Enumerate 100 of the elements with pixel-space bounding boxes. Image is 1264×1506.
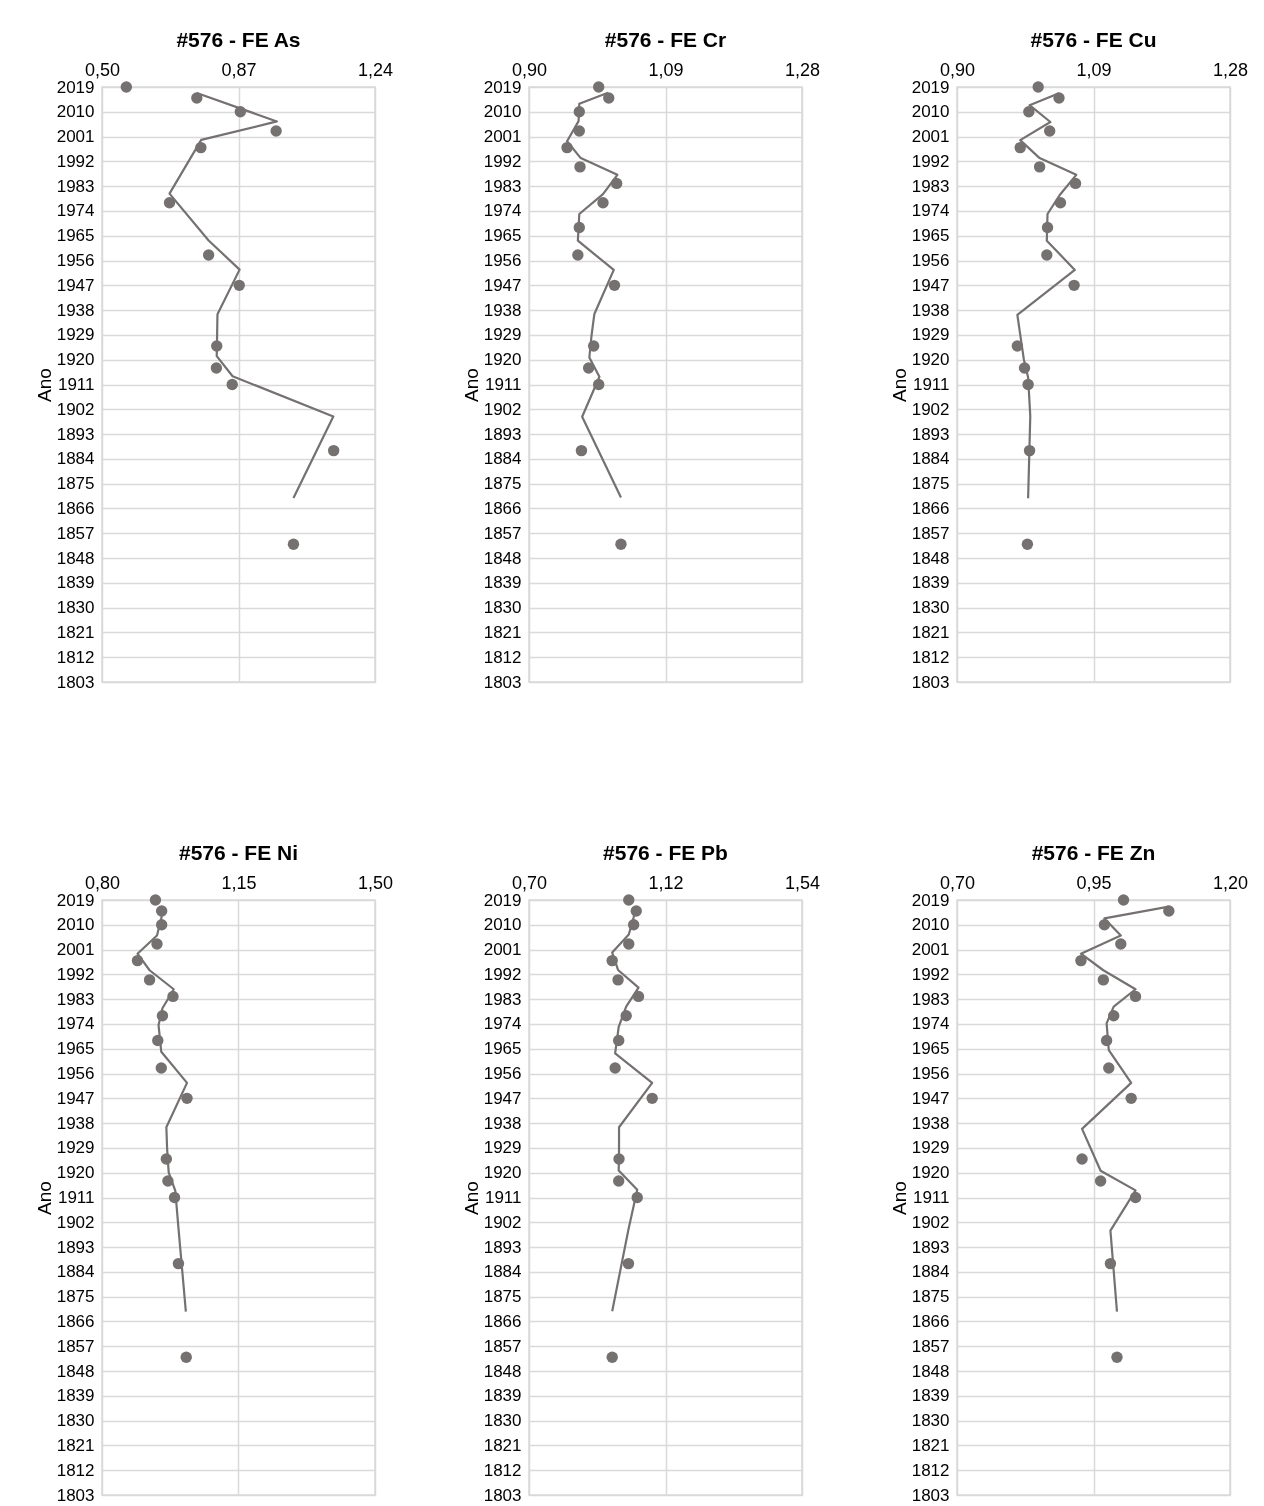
x-tick-label: 0,90 — [511, 59, 548, 80]
y-axis-title: Ano — [460, 368, 482, 402]
point — [615, 538, 627, 550]
y-tick-label: 1857 — [483, 523, 522, 543]
y-tick-label: 1821 — [56, 622, 95, 642]
x-tick-label: 1,50 — [357, 872, 394, 893]
point — [609, 1062, 621, 1074]
line-series — [1016, 92, 1078, 500]
point — [1115, 938, 1127, 950]
y-tick-label: 1848 — [911, 548, 950, 568]
point — [149, 894, 162, 906]
y-tick-label: 1956 — [483, 251, 522, 271]
y-tick-label: 2010 — [56, 915, 95, 935]
y-tick-label: 1866 — [911, 498, 950, 518]
y-tick-label: 1956 — [56, 251, 95, 271]
y-tick-label: 1812 — [911, 1460, 950, 1480]
y-tick-label: 1857 — [56, 523, 95, 543]
y-tick-label: 1938 — [911, 1113, 950, 1133]
y-tick-label: 1983 — [911, 989, 950, 1009]
x-tick-label: 1,20 — [1212, 872, 1249, 893]
y-tick-label: 1830 — [911, 1411, 950, 1431]
point — [1043, 125, 1056, 137]
y-tick-label: 1902 — [483, 1212, 522, 1232]
point — [143, 974, 156, 986]
y-tick-label: 2010 — [56, 102, 95, 122]
point — [582, 362, 595, 374]
point — [623, 938, 635, 950]
y-tick-label: 1875 — [56, 1287, 95, 1307]
x-tick-label: 0,70 — [939, 872, 976, 893]
y-tick-label: 1965 — [56, 1039, 95, 1059]
x-tick-label: 1,24 — [357, 59, 394, 80]
y-axis-title: Ano — [888, 368, 910, 402]
point — [1021, 538, 1034, 550]
x-tick-label: 1,28 — [784, 59, 821, 80]
y-tick-label: 1821 — [56, 1435, 95, 1455]
y-tick-label: 1866 — [483, 1311, 522, 1331]
y-tick-label: 1893 — [911, 424, 950, 444]
y-tick-label: 1884 — [911, 449, 950, 469]
y-tick-label: 1992 — [911, 964, 950, 984]
y-tick-label: 1911 — [484, 375, 522, 394]
y-tick-label: 1938 — [56, 1113, 95, 1133]
y-tick-label: 1839 — [56, 1386, 95, 1406]
point — [646, 1092, 658, 1105]
point — [1117, 894, 1130, 906]
y-tick-label: 1857 — [911, 523, 950, 543]
y-tick-label: 1821 — [911, 1435, 950, 1455]
point — [1068, 279, 1080, 292]
y-tick-label: 1992 — [483, 964, 522, 984]
point — [613, 1175, 625, 1187]
point — [1076, 1153, 1088, 1165]
y-tick-label: 1812 — [56, 647, 95, 667]
y-tick-label: 1911 — [912, 375, 950, 394]
y-tick-label: 1992 — [911, 151, 950, 171]
point — [575, 444, 588, 457]
y-tick-label: 1983 — [56, 989, 95, 1009]
y-tick-label: 2001 — [911, 127, 950, 147]
y-tick-label: 1902 — [56, 1212, 95, 1232]
y-tick-label: 1848 — [56, 1361, 95, 1381]
point — [1032, 81, 1044, 93]
point — [572, 249, 584, 261]
y-tick-label: 1875 — [911, 1287, 950, 1307]
y-tick-label: 1929 — [483, 1138, 522, 1158]
point — [592, 81, 605, 93]
chart-title: #576 - FE Zn — [1031, 841, 1156, 864]
point — [1111, 1351, 1123, 1363]
point — [574, 161, 586, 173]
y-tick-label: 1803 — [911, 672, 950, 692]
point — [1023, 106, 1035, 118]
y-tick-label: 1803 — [483, 672, 522, 692]
y-tick-label: 2010 — [911, 102, 950, 122]
y-tick-label: 1938 — [483, 1113, 522, 1133]
y-tick-label: 1875 — [911, 474, 950, 494]
y-tick-label: 1956 — [911, 1064, 950, 1084]
x-tick-label: 0,95 — [1076, 872, 1112, 893]
y-tick-label: 1920 — [911, 350, 950, 370]
y-tick-label: 1974 — [56, 1014, 95, 1034]
chart-title: #576 - FE As — [176, 28, 301, 51]
y-tick-label: 1893 — [56, 424, 95, 444]
y-tick-label: 1902 — [56, 399, 95, 419]
y-axis-title: Ano — [33, 368, 55, 402]
y-tick-label: 1929 — [911, 325, 950, 345]
y-tick-label: 1920 — [56, 350, 95, 370]
y-tick-label: 2001 — [483, 127, 522, 147]
y-tick-label: 2010 — [483, 102, 522, 122]
y-tick-label: 1821 — [911, 622, 950, 642]
y-tick-label: 1830 — [483, 1411, 522, 1431]
y-tick-label: 1902 — [911, 399, 950, 419]
x-tick-label: 1,09 — [648, 59, 684, 80]
y-tick-label: 1929 — [56, 325, 95, 345]
y-tick-label: 1848 — [483, 548, 522, 568]
y-tick-label: 1965 — [483, 1039, 522, 1059]
x-tick-label: 1,54 — [784, 872, 821, 893]
y-tick-label: 1938 — [56, 300, 95, 320]
point — [1097, 974, 1110, 986]
y-tick-label: 1920 — [56, 1163, 95, 1183]
point — [1041, 249, 1053, 261]
y-tick-label: 1839 — [483, 1386, 522, 1406]
y-tick-label: 1902 — [911, 1212, 950, 1232]
y-tick-label: 1983 — [483, 176, 522, 196]
y-tick-label: 1956 — [911, 251, 950, 271]
